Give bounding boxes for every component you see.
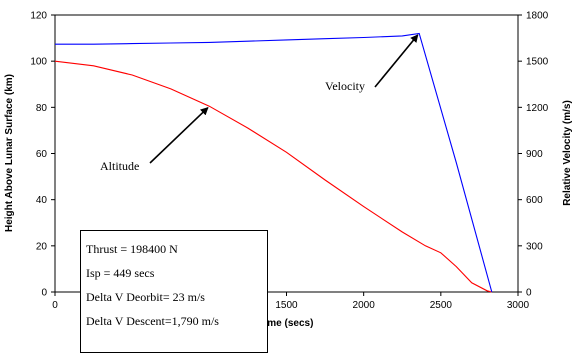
y-left-tick-label: 60 <box>36 149 48 160</box>
y-left-tick-label: 120 <box>30 11 47 22</box>
y-right-tick-label: 900 <box>526 149 543 160</box>
delta-v-descent-text: Delta V Descent=1,790 m/s <box>86 314 219 328</box>
y-left-tick-label: 40 <box>36 195 48 206</box>
annotation-label-altitude: Altitude <box>100 159 139 173</box>
isp-text: Isp = 449 secs <box>86 266 155 280</box>
y-right-tick-label: 600 <box>526 195 543 206</box>
annotations-layer: Altitude Velocity <box>100 34 419 173</box>
x-tick-label: 1500 <box>275 300 298 311</box>
x-tick-label: 2500 <box>430 300 453 311</box>
y-right-tick-label: 1500 <box>526 57 549 68</box>
y-axis-right-title: Relative Velocity (m/s) <box>562 100 573 206</box>
annotation-arrow-velocity <box>374 34 419 88</box>
x-tick-label: 0 <box>52 300 58 311</box>
series-line-velocity <box>55 32 493 293</box>
y-right-tick-label: 0 <box>526 288 532 299</box>
series-line-altitude <box>54 60 492 293</box>
ticks-layer: 0500100015002000250030000204060801001200… <box>30 11 548 312</box>
y-right-tick-label: 300 <box>526 241 543 252</box>
y-axis-left-title: Height Above Lunar Surface (km) <box>4 74 15 232</box>
series-layer <box>54 32 493 293</box>
thrust-text: Thrust = 198400 N <box>86 242 178 256</box>
y-left-tick-label: 100 <box>30 57 47 68</box>
y-right-tick-label: 1800 <box>526 11 549 22</box>
annotation-label-velocity: Velocity <box>325 79 365 93</box>
x-axis-title: Time (secs) <box>259 318 314 329</box>
parameters-box: Thrust = 198400 N Isp = 449 secs Delta V… <box>80 230 268 353</box>
y-left-tick-label: 80 <box>36 103 48 114</box>
x-tick-label: 2000 <box>353 300 376 311</box>
delta-v-deorbit-text: Delta V Deorbit= 23 m/s <box>86 290 205 304</box>
annotation-arrow-altitude <box>149 106 209 164</box>
x-tick-label: 3000 <box>507 300 530 311</box>
y-left-tick-label: 0 <box>41 288 47 299</box>
y-right-tick-label: 1200 <box>526 103 549 114</box>
y-left-tick-label: 20 <box>36 241 48 252</box>
